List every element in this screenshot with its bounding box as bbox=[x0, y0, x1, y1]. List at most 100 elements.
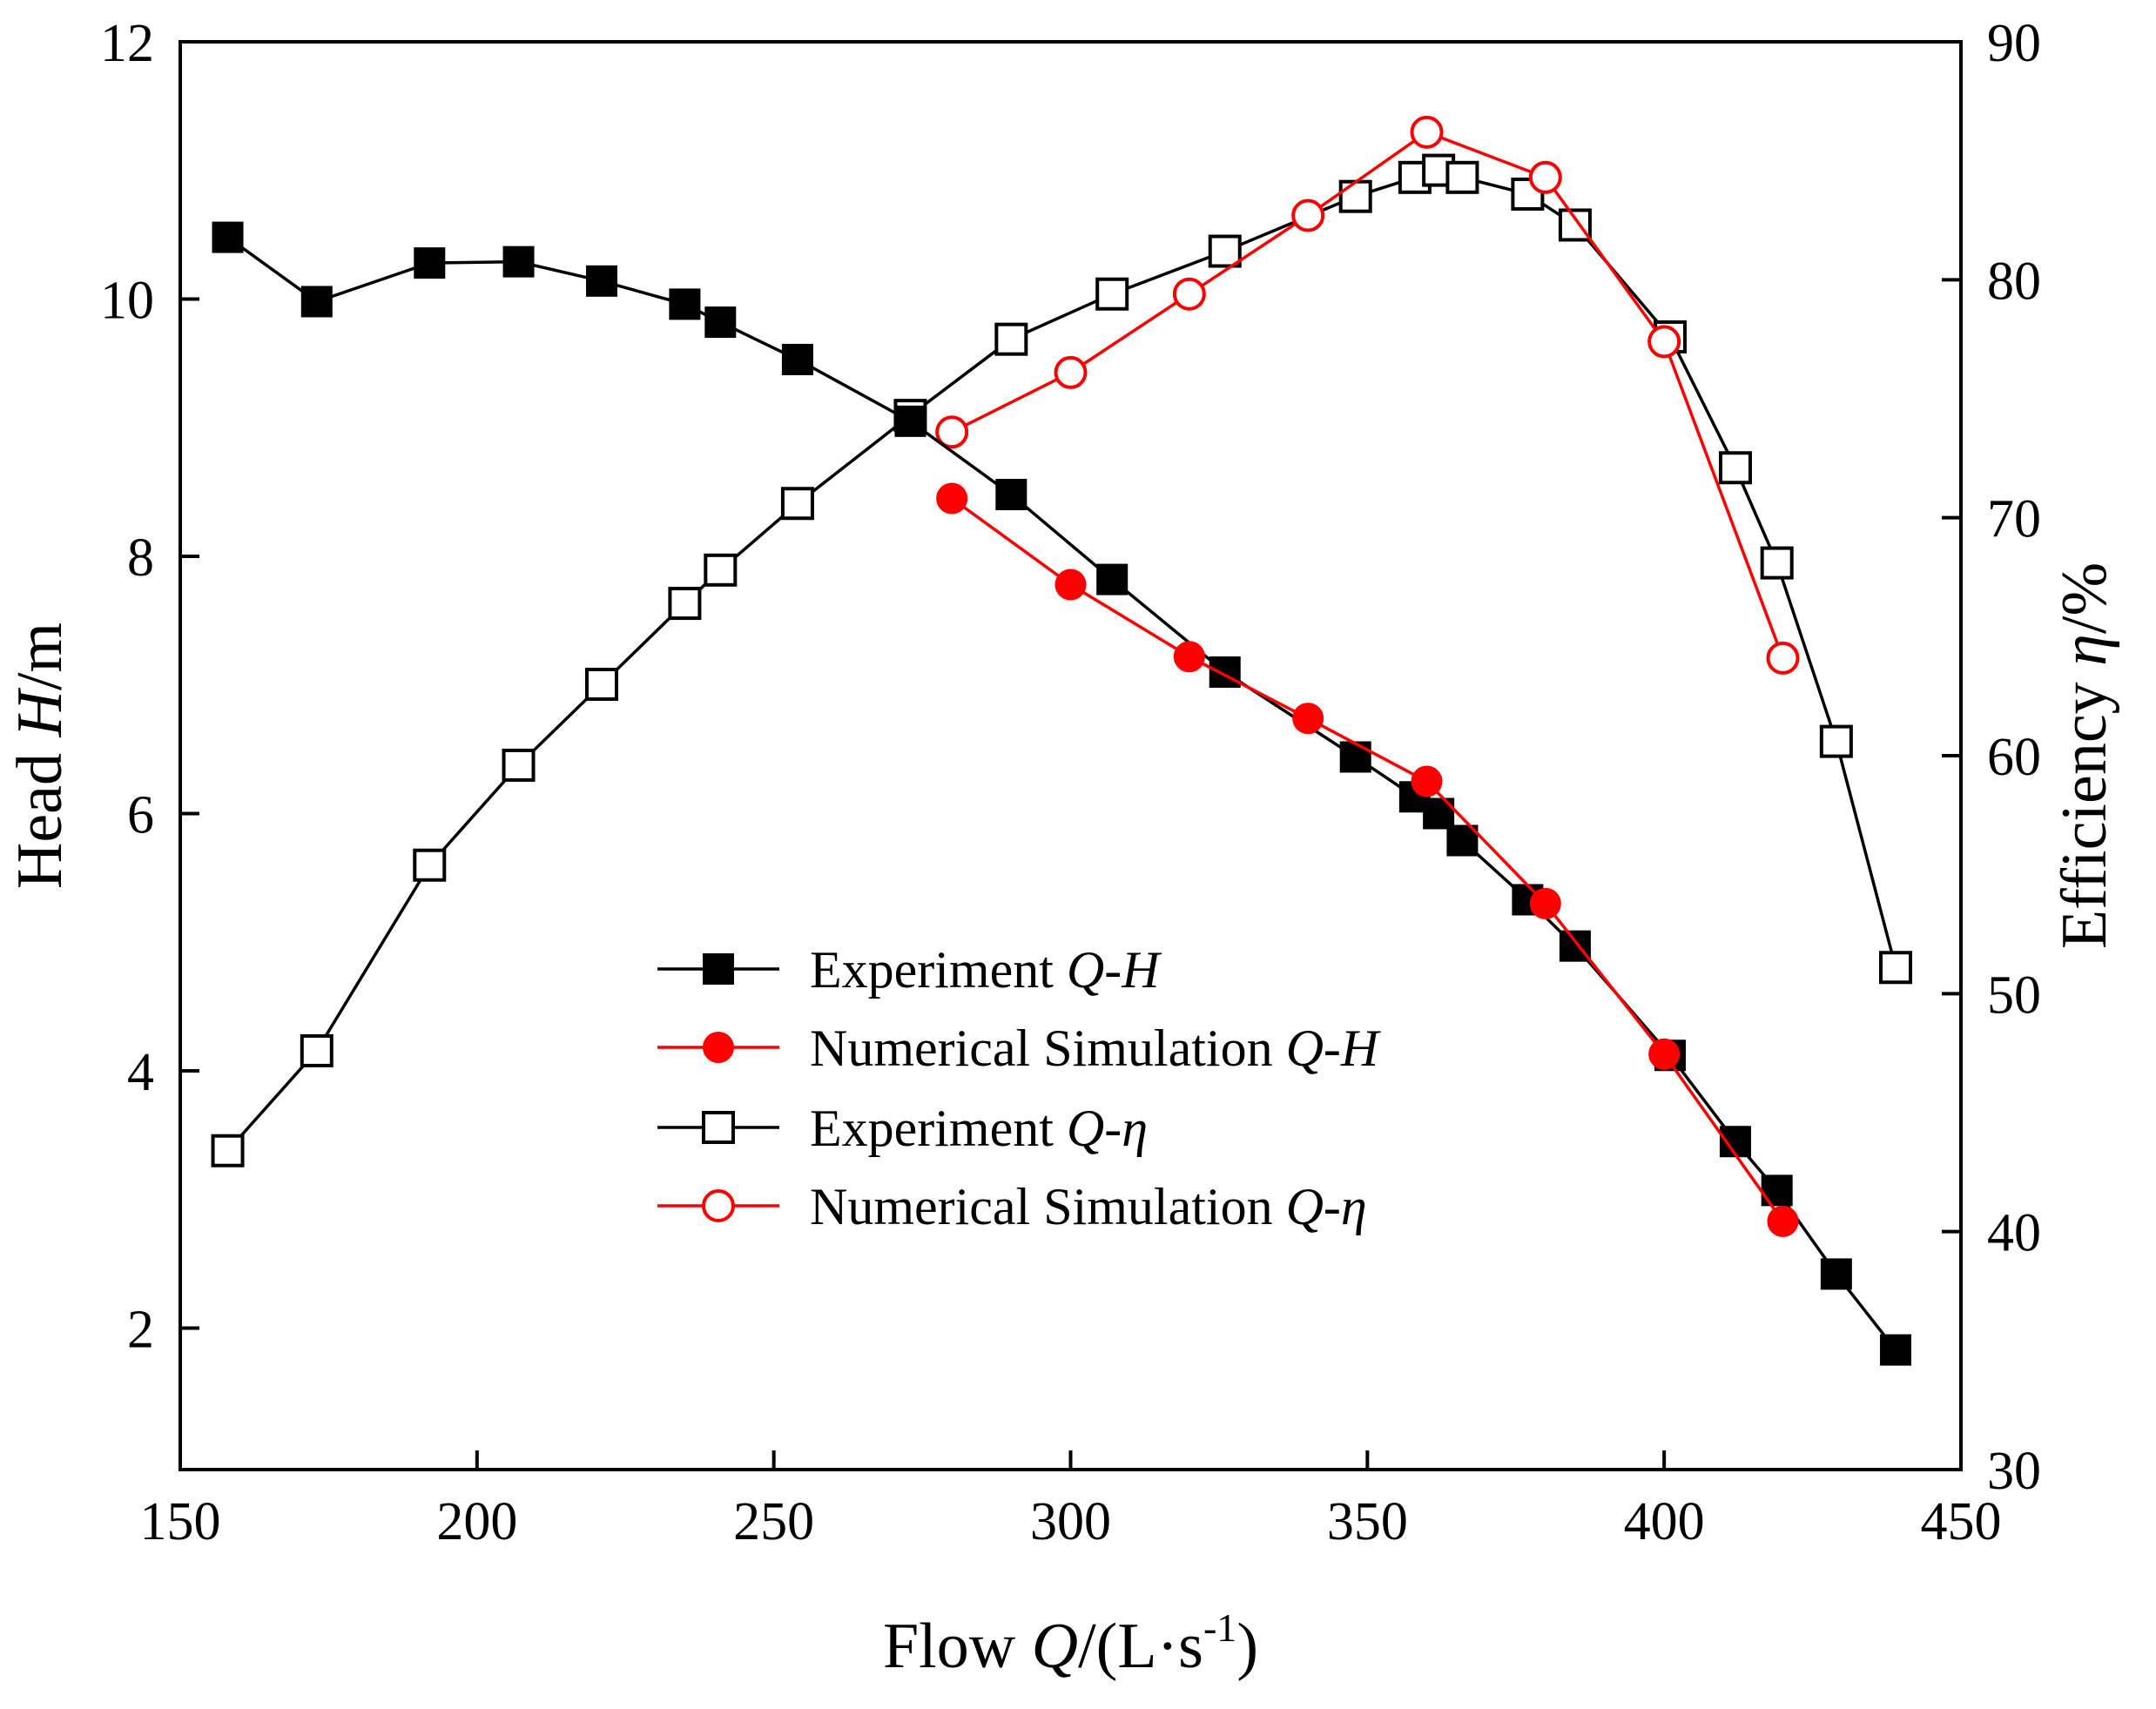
data-point bbox=[1819, 724, 1853, 758]
data-point bbox=[502, 748, 536, 782]
legend-entry: Experiment Q-H bbox=[657, 941, 1162, 999]
x-axis-title-unit: /(L·s bbox=[1078, 1611, 1203, 1682]
data-point bbox=[1338, 179, 1372, 213]
y-right-tick-label: 30 bbox=[1987, 1442, 2041, 1501]
axis-titles: Flow Q/(L·s-1) Head H/m Efficiency η/% bbox=[4, 562, 2120, 1682]
series-experiment-q- bbox=[211, 153, 1913, 1167]
data-point bbox=[413, 848, 447, 882]
data-point bbox=[1820, 1258, 1852, 1290]
data-point bbox=[704, 553, 738, 587]
data-point bbox=[1760, 546, 1794, 580]
legend-label-prefix: Experiment bbox=[810, 941, 1067, 999]
plot-frame bbox=[179, 40, 1963, 1471]
y-right-axis-title-var: η bbox=[2049, 634, 2120, 666]
data-point bbox=[1766, 641, 1800, 675]
y-left-tick-label: 2 bbox=[127, 1300, 154, 1359]
data-point bbox=[502, 246, 535, 278]
y-right-tick-label: 60 bbox=[1987, 728, 2041, 787]
y-left-axis-title: Head H/m bbox=[4, 622, 76, 889]
legend-entry: Numerical Simulation Q-η bbox=[657, 1178, 1367, 1235]
legend-marker bbox=[702, 1189, 735, 1222]
legend-label: Experiment Q-H bbox=[810, 941, 1162, 999]
data-point bbox=[669, 288, 701, 320]
x-axis-title: Flow Q/(L·s-1) bbox=[883, 1605, 1258, 1682]
x-axis-title-sup: -1 bbox=[1203, 1605, 1236, 1650]
data-point bbox=[994, 322, 1028, 356]
y-right-tick-label: 80 bbox=[1987, 252, 2041, 311]
data-point bbox=[1292, 703, 1324, 735]
data-point bbox=[781, 343, 813, 375]
y-right-axis-title-unit: /% bbox=[2049, 562, 2120, 634]
legend-label-prefix: Numerical Simulation bbox=[810, 1178, 1286, 1235]
y-right-tick-label: 90 bbox=[1987, 14, 2041, 73]
data-point bbox=[1529, 887, 1561, 919]
y-right-axis-title-prefix: Efficiency bbox=[2049, 666, 2120, 949]
legend-label-var: Q-H bbox=[1067, 941, 1162, 999]
data-point bbox=[1410, 115, 1444, 149]
data-point bbox=[300, 286, 333, 318]
x-tick-label: 400 bbox=[1624, 1492, 1705, 1551]
data-point bbox=[1648, 1038, 1681, 1070]
x-axis-title-prefix: Flow bbox=[883, 1611, 1032, 1682]
y-left-tick-label: 4 bbox=[127, 1043, 154, 1102]
data-point bbox=[1172, 277, 1206, 311]
legend-label-var: Q-η bbox=[1067, 1100, 1148, 1157]
series-line bbox=[951, 130, 1785, 659]
series-numerical-simulation-q- bbox=[935, 115, 1800, 675]
legend-label-var: Q-η bbox=[1286, 1178, 1367, 1235]
x-tick-label: 200 bbox=[436, 1492, 517, 1551]
data-point bbox=[1647, 325, 1681, 359]
y-left-axis-title-prefix: Head bbox=[4, 737, 76, 889]
series-line bbox=[951, 497, 1784, 1222]
y-right-tick-label: 70 bbox=[1987, 490, 2041, 549]
data-point bbox=[894, 405, 926, 437]
data-point bbox=[211, 1134, 245, 1167]
data-point bbox=[1767, 1205, 1799, 1237]
data-point bbox=[1209, 656, 1241, 688]
legend-marker bbox=[702, 1111, 735, 1144]
data-point bbox=[585, 265, 617, 297]
legend-marker bbox=[703, 953, 734, 985]
data-point bbox=[1880, 1334, 1912, 1366]
legend-marker bbox=[703, 1032, 734, 1063]
legend-label: Numerical Simulation Q-η bbox=[810, 1178, 1367, 1235]
data-point bbox=[1446, 824, 1479, 857]
legend-label-prefix: Numerical Simulation bbox=[810, 1019, 1286, 1077]
legend-label-prefix: Experiment bbox=[810, 1100, 1067, 1157]
x-axis-title-var: Q bbox=[1032, 1611, 1078, 1682]
data-point bbox=[1511, 177, 1545, 211]
data-point bbox=[1528, 160, 1562, 194]
legend-entry: Numerical Simulation Q-H bbox=[657, 1019, 1382, 1077]
data-point bbox=[1054, 355, 1088, 389]
data-point bbox=[1173, 641, 1205, 673]
data-point bbox=[300, 1033, 334, 1067]
series-experiment-q-h bbox=[212, 221, 1912, 1366]
y-left-axis-title-unit: /m bbox=[4, 622, 76, 690]
data-point bbox=[704, 306, 737, 339]
x-tick-label: 300 bbox=[1030, 1492, 1111, 1551]
series-layer bbox=[211, 115, 1913, 1366]
x-tick-label: 350 bbox=[1327, 1492, 1408, 1551]
legend-label: Experiment Q-η bbox=[810, 1100, 1148, 1157]
legend-entry: Experiment Q-η bbox=[657, 1100, 1148, 1157]
data-point bbox=[1054, 569, 1087, 601]
plot-border bbox=[179, 40, 1963, 1471]
data-point bbox=[1095, 277, 1129, 311]
y-left-axis-title-var: H bbox=[4, 687, 76, 737]
data-point bbox=[1291, 198, 1325, 232]
data-point bbox=[1718, 451, 1752, 485]
y-left-tick-label: 8 bbox=[127, 528, 154, 588]
data-point bbox=[1096, 563, 1129, 595]
y-left-tick-label: 12 bbox=[100, 14, 154, 73]
y-left-tick-label: 6 bbox=[127, 785, 154, 844]
legend-label: Numerical Simulation Q-H bbox=[810, 1019, 1382, 1077]
y-right-tick-label: 50 bbox=[1987, 966, 2041, 1025]
data-point bbox=[414, 247, 446, 279]
data-point bbox=[1411, 765, 1443, 797]
x-axis-title-close: ) bbox=[1236, 1611, 1258, 1682]
data-point bbox=[1879, 951, 1913, 985]
data-point bbox=[1208, 234, 1242, 268]
y-right-axis-title: Efficiency η/% bbox=[2049, 562, 2120, 949]
